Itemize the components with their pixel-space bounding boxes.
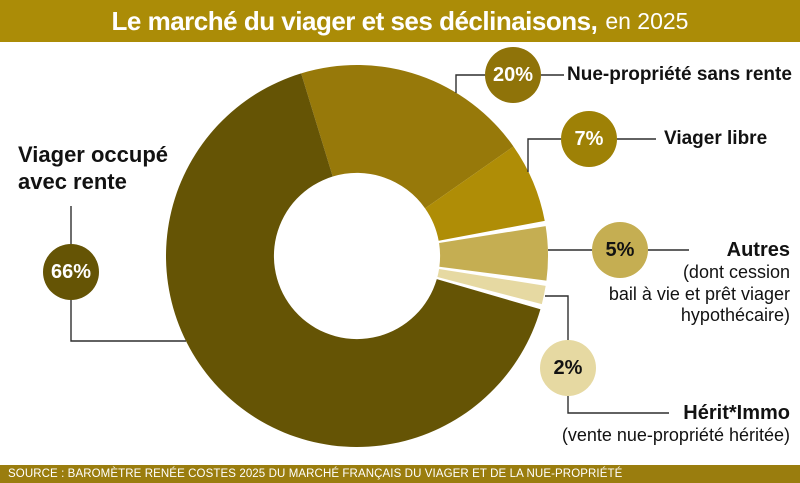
donut-slice-20pct (301, 65, 514, 209)
label-autres-sub-3: hypothécaire) (680, 305, 790, 325)
label-viager-libre: Viager libre (664, 128, 768, 149)
label-autres-sub-2: bail à vie et prêt viager (608, 283, 790, 304)
label-autres: Autres (726, 239, 790, 261)
callout-line-7-left (527, 138, 561, 172)
pct-badge-20: 20% (485, 47, 541, 103)
pct-badge-7: 7% (561, 111, 617, 167)
pct-badge-5: 5% (592, 222, 648, 278)
pct-badge-2: 2% (540, 340, 596, 396)
pct-badge-66: 66% (43, 244, 99, 300)
callout-line-66-bottom (70, 300, 186, 342)
callout-line-2-left (545, 295, 569, 340)
label-herit-immo: Hérit*Immo (683, 402, 790, 424)
label-herit-immo-block: Hérit*Immo (vente nue-propriété héritée) (562, 401, 790, 447)
label-viager-occupe: Viager occupé avec rente (18, 141, 168, 195)
donut-chart (166, 65, 549, 448)
label-autres-block: Autres (dont cession bail à vie et prêt … (609, 238, 790, 327)
callout-line-20-left (455, 74, 485, 93)
label-viager-occupe-line1: Viager occupé (18, 142, 168, 167)
header-band: Le marché du viager et ses déclinaisons,… (0, 0, 800, 42)
page-title-suffix: en 2025 (605, 7, 689, 34)
label-nue-propriete: Nue-propriété sans rente (567, 64, 792, 85)
donut-slice-7pct (425, 146, 545, 241)
label-autres-sub-1: (dont cession (682, 262, 790, 282)
donut-slice-5pct (439, 226, 549, 281)
callout-line-2-bottom (567, 396, 669, 414)
source-text: SOURCE : BAROMÈTRE RENÉE COSTES 2025 DU … (8, 468, 623, 480)
donut-slice-2pct (437, 269, 546, 305)
donut-slice-66pct (166, 73, 541, 448)
label-viager-occupe-line2: avec rente (18, 169, 127, 194)
source-bar: SOURCE : BAROMÈTRE RENÉE COSTES 2025 DU … (0, 465, 800, 483)
label-herit-immo-sub: (vente nue-propriété héritée) (561, 425, 790, 445)
page-title: Le marché du viager et ses déclinaisons, (111, 5, 598, 36)
